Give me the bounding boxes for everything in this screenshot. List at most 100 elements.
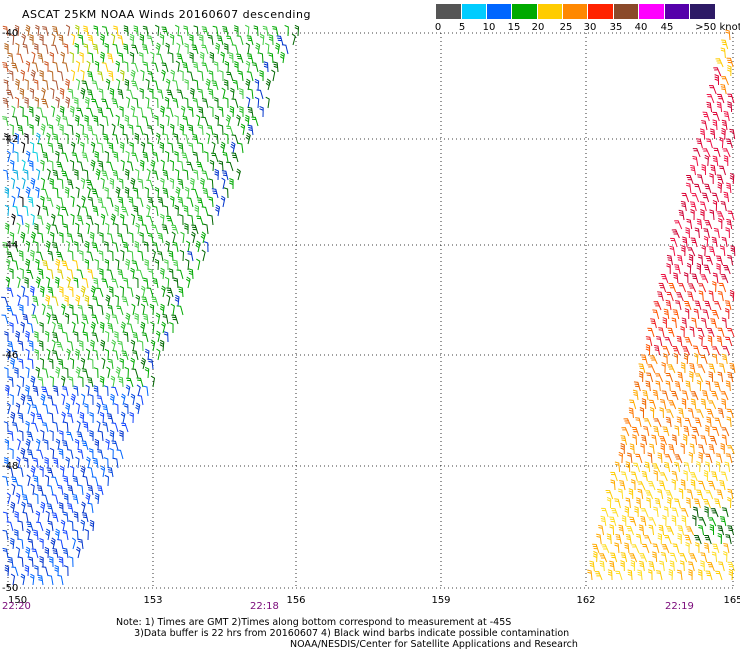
wind-barb [170,69,175,82]
wind-barb [721,427,730,437]
wind-barb [714,417,722,428]
wind-barb [22,205,29,217]
wind-barb [240,123,246,136]
wind-barb [55,96,60,109]
wind-barb [671,470,678,482]
wind-barb [51,321,56,334]
wind-barb [119,430,124,442]
wind-barb [51,404,59,415]
wind-barb [96,420,101,433]
wind-barb [74,42,79,55]
wind-barb [686,218,693,230]
wind-barb [704,183,712,194]
wind-barb [265,96,270,109]
wind-barb [198,124,204,136]
wind-barb [7,340,14,352]
wind-barb [101,206,109,217]
wind-barb [111,386,119,397]
wind-barb [59,87,65,100]
legend-label: 25 [559,22,573,33]
wind-barb [68,250,74,262]
wind-barb [11,242,19,253]
wind-barb [693,352,699,365]
wind-barb [245,60,251,73]
wind-barb [682,433,688,446]
wind-barb [108,142,114,154]
wind-barb [686,174,694,185]
legend-label: 30 [583,22,597,33]
wind-barb [648,524,655,536]
wind-barb [75,186,80,199]
wind-barb [121,422,129,433]
wind-barb [104,258,110,271]
wind-barb [16,294,21,307]
wind-barb [131,44,139,55]
wind-barb [143,313,149,325]
wind-barb [621,427,630,437]
wind-barb [672,346,680,356]
wind-barb [119,213,125,226]
wind-barb [134,312,139,325]
wind-barb [719,480,726,491]
wind-barb [224,60,230,73]
wind-barb [77,304,84,316]
wind-barb [727,488,734,500]
latitude-label: -50 [2,583,18,594]
wind-barb [73,313,79,325]
wind-barb [699,201,707,212]
wind-barb [697,569,703,581]
wind-barb [49,375,55,388]
wind-barb [157,196,164,208]
wind-barb [685,497,691,509]
wind-barb [687,247,696,257]
wind-barb [236,114,241,127]
wind-barb [698,283,707,293]
wind-barb [683,425,690,437]
wind-barb [94,60,100,73]
wind-barb [147,196,154,208]
wind-barb [109,87,115,100]
wind-barb [85,384,90,397]
wind-barb [36,251,44,262]
wind-barb [104,241,109,253]
legend-label: 35 [609,22,623,33]
wind-barb [107,233,114,244]
wind-barb [678,209,685,221]
wind-barb [61,393,66,406]
wind-barb [48,556,54,568]
wind-barb [254,96,260,109]
wind-barb [136,269,144,280]
wind-barb [10,357,15,370]
wind-barb [123,43,129,55]
wind-barb [719,245,726,257]
wind-barb [700,435,708,446]
legend-swatch [639,4,665,19]
wind-barb [81,512,89,523]
wind-barb [132,350,139,361]
wind-barb [691,193,700,203]
wind-barb [9,231,15,244]
wind-barb [31,422,39,433]
wind-barb [183,97,189,109]
wind-barb [78,376,84,388]
wind-barb [140,321,146,334]
wind-barb [159,303,165,316]
wind-barb [42,79,49,91]
wind-barb [683,470,688,482]
wind-barb [172,259,179,271]
wind-barb [42,260,49,271]
wind-barb [169,322,174,334]
wind-barb [91,80,99,91]
wind-barb [674,498,681,509]
wind-barb [40,501,46,514]
wind-barb [130,213,136,226]
wind-barb [101,26,109,37]
wind-barb [123,331,129,343]
wind-barb [721,317,727,329]
wind-barb [647,569,653,581]
wind-barb [40,393,46,406]
wind-barb [9,448,14,460]
wind-barb [655,373,664,383]
wind-barb [726,328,735,338]
wind-barb [55,204,61,217]
